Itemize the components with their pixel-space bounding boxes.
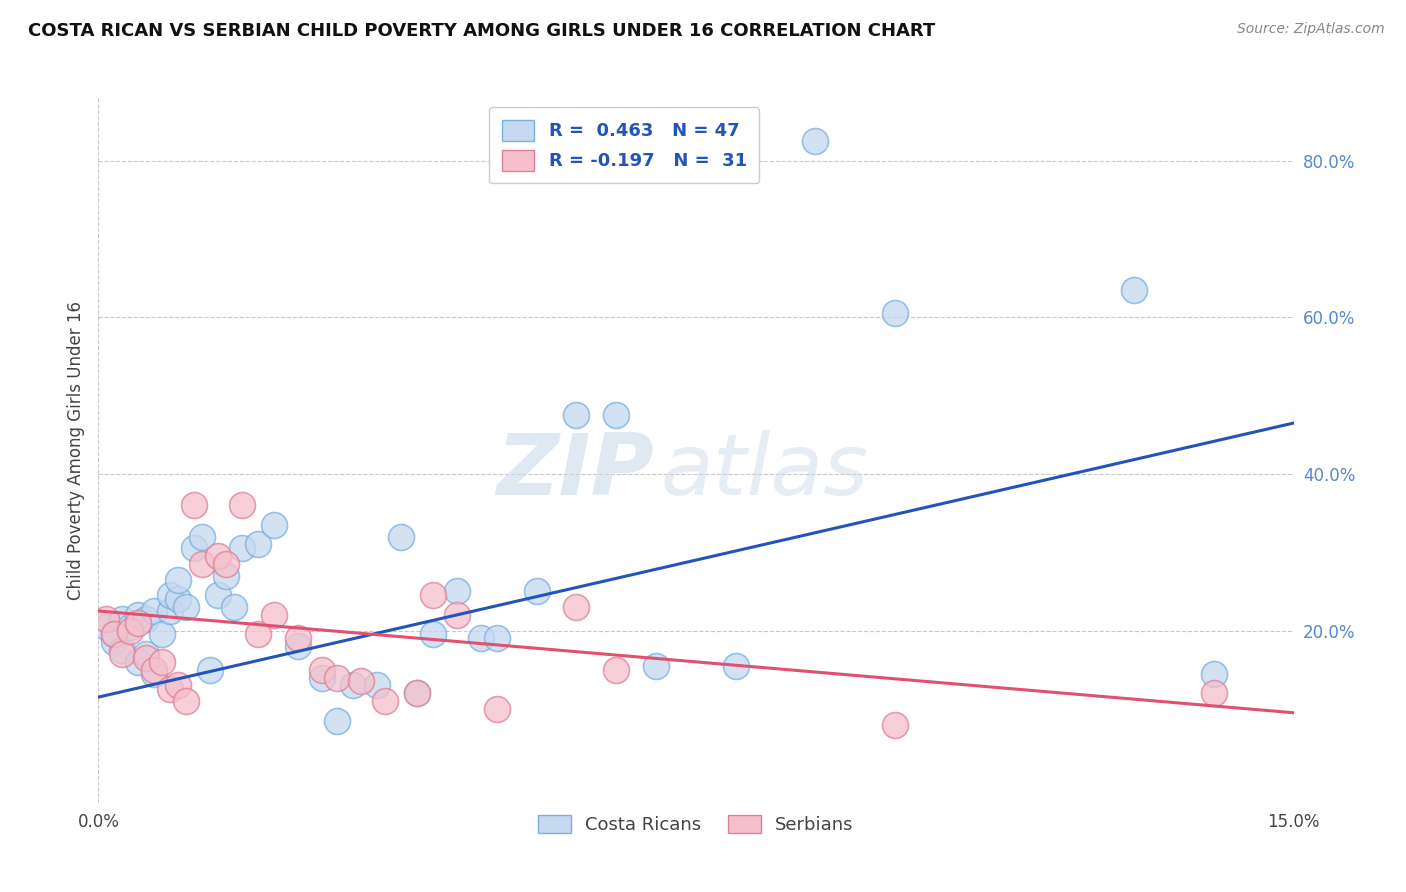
Text: atlas: atlas: [661, 430, 868, 513]
Point: [446, 584, 468, 599]
Point: [645, 658, 668, 673]
Point: [406, 686, 429, 700]
Point: [311, 663, 333, 677]
Point: [222, 600, 245, 615]
Point: [191, 530, 214, 544]
Point: [191, 557, 214, 571]
Point: [422, 588, 444, 602]
Point: [103, 635, 125, 649]
Point: [183, 541, 205, 556]
Point: [183, 498, 205, 512]
Point: [884, 717, 907, 731]
Point: [215, 568, 238, 582]
Point: [287, 639, 309, 653]
Point: [103, 627, 125, 641]
Point: [263, 517, 285, 532]
Point: [215, 557, 238, 571]
Point: [342, 678, 364, 692]
Point: [96, 619, 118, 633]
Point: [804, 134, 827, 148]
Point: [1202, 686, 1225, 700]
Point: [724, 658, 747, 673]
Point: [326, 714, 349, 728]
Point: [1123, 283, 1146, 297]
Point: [96, 612, 118, 626]
Text: Source: ZipAtlas.com: Source: ZipAtlas.com: [1237, 22, 1385, 37]
Point: [605, 409, 627, 423]
Point: [150, 627, 173, 641]
Point: [159, 604, 181, 618]
Point: [246, 627, 269, 641]
Point: [174, 694, 197, 708]
Point: [111, 612, 134, 626]
Point: [167, 573, 190, 587]
Point: [111, 647, 134, 661]
Point: [120, 619, 142, 633]
Y-axis label: Child Poverty Among Girls Under 16: Child Poverty Among Girls Under 16: [66, 301, 84, 600]
Point: [150, 655, 173, 669]
Point: [605, 663, 627, 677]
Point: [526, 584, 548, 599]
Text: COSTA RICAN VS SERBIAN CHILD POVERTY AMONG GIRLS UNDER 16 CORRELATION CHART: COSTA RICAN VS SERBIAN CHILD POVERTY AMO…: [28, 22, 935, 40]
Point: [406, 686, 429, 700]
Point: [350, 674, 373, 689]
Point: [231, 541, 253, 556]
Point: [231, 498, 253, 512]
Point: [884, 306, 907, 320]
Point: [127, 607, 149, 622]
Point: [366, 678, 388, 692]
Point: [159, 588, 181, 602]
Point: [207, 588, 229, 602]
Point: [135, 651, 157, 665]
Text: ZIP: ZIP: [496, 430, 654, 513]
Point: [207, 549, 229, 564]
Point: [422, 627, 444, 641]
Point: [167, 678, 190, 692]
Point: [565, 600, 588, 615]
Point: [135, 647, 157, 661]
Point: [470, 632, 492, 646]
Point: [167, 592, 190, 607]
Point: [198, 663, 221, 677]
Point: [135, 612, 157, 626]
Point: [127, 655, 149, 669]
Point: [143, 604, 166, 618]
Point: [127, 615, 149, 630]
Point: [143, 663, 166, 677]
Point: [1202, 666, 1225, 681]
Point: [287, 632, 309, 646]
Legend: Costa Ricans, Serbians: Costa Ricans, Serbians: [529, 805, 863, 843]
Point: [565, 409, 588, 423]
Point: [159, 682, 181, 697]
Point: [485, 632, 508, 646]
Point: [103, 627, 125, 641]
Point: [326, 671, 349, 685]
Point: [174, 600, 197, 615]
Point: [246, 537, 269, 551]
Point: [485, 702, 508, 716]
Point: [311, 671, 333, 685]
Point: [111, 643, 134, 657]
Point: [389, 530, 412, 544]
Point: [143, 666, 166, 681]
Point: [263, 607, 285, 622]
Point: [374, 694, 396, 708]
Point: [446, 607, 468, 622]
Point: [120, 624, 142, 638]
